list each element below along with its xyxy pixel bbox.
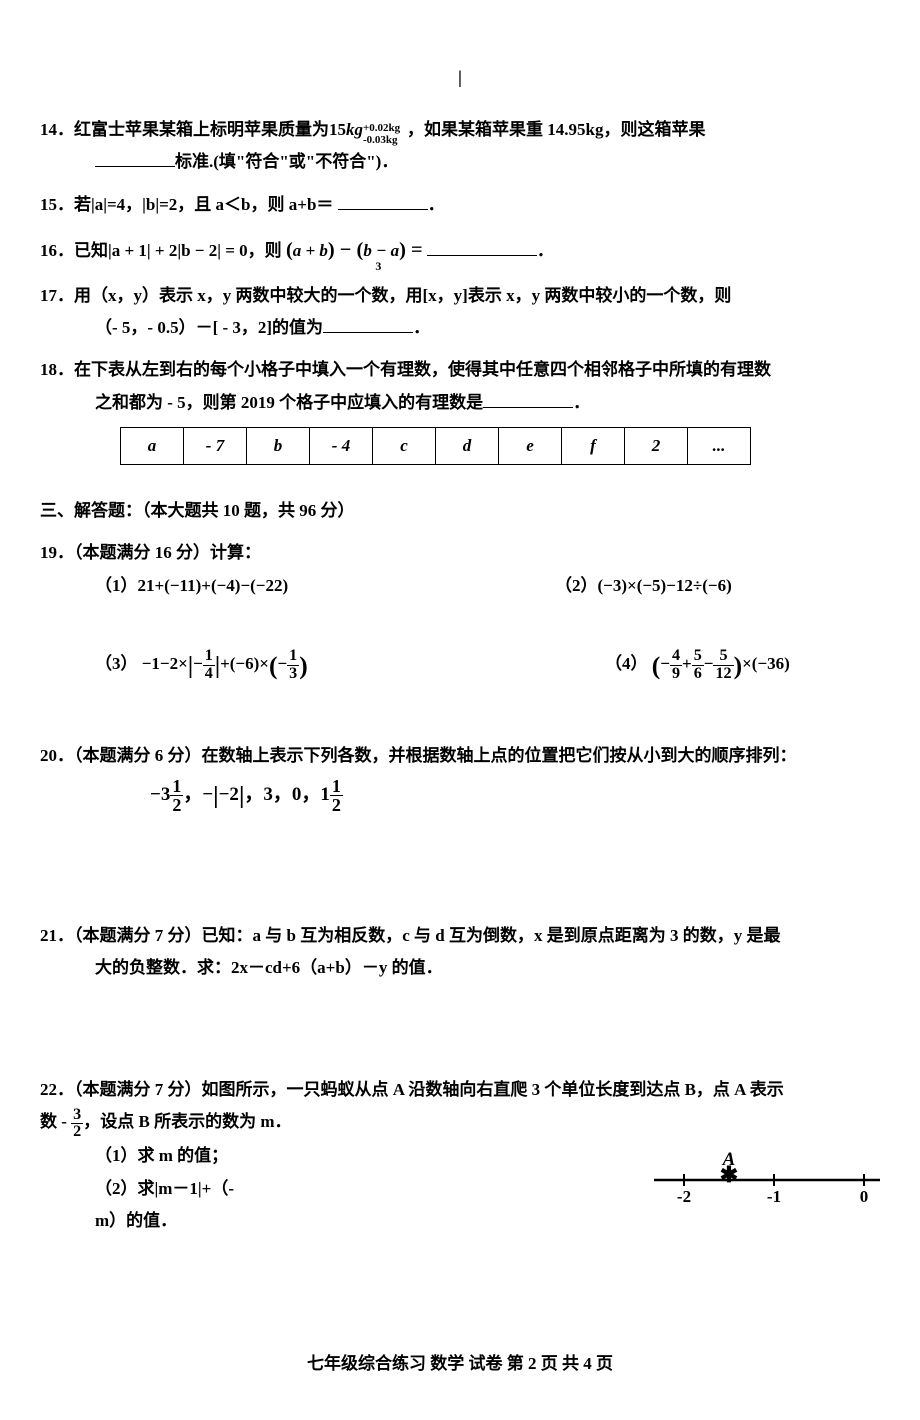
q17-line1: 用（x，y）表示 x，y 两数中较大的一个数，用[x，y]表示 x，y 两数中较… [74,286,731,305]
q20-header: （本题满分 6 分）在数轴上表示下列各数，并根据数轴上点的位置把它们按从小到大的… [74,746,797,765]
question-22: 22．（本题满分 7 分）如图所示，一只蚂蚁从点 A 沿数轴向右直爬 3 个单位… [40,1074,880,1237]
q14-num: 14． [40,120,74,139]
q14-suffix: 标准.(填"符合"或"不符合")． [175,152,398,171]
q21-text: （本题满分 7 分）已知：a 与 b 互为相反数，c 与 d 互为倒数，x 是到… [74,926,780,945]
q19-p1: （1）21+(−11)+(−4)−(−22) [40,570,535,602]
q19-p4: （4） (−49+56−512)×(−36) [535,642,790,690]
cell: a [121,428,184,465]
q20-values: −312，−|−2|，3，0，112 [40,773,880,820]
question-18: 18．在下表从左到右的每个小格子中填入一个有理数，使得其中任意四个相邻格子中所填… [40,354,880,465]
q15-period: ． [428,195,445,214]
number-line: -2 -1 0 1 2 A ✱ B [644,1140,881,1210]
q22-frac: 32 [71,1107,83,1140]
q15-text: 若|a|=4，|b|=2，且 a＜b，则 a+b＝ [74,195,333,214]
cell: ... [688,428,751,465]
q22-subrow: （1）求 m 的值； （2）求|m－1|+（- m）的值． -2 -1 0 [40,1140,880,1237]
q16-open: ( [286,239,293,261]
q18-period: ． [573,393,590,412]
q16-close: ) = [399,239,423,261]
cell: b [247,428,310,465]
q14-mass-base: 15 [329,120,346,139]
q19-p2-label: （2） [555,576,598,595]
q18-line1: 在下表从左到右的每个小格子中填入一个有理数，使得其中任意四个相邻格子中所填的有理… [74,360,771,379]
q19-p3-label: （3） [95,654,138,673]
q19-p2-expr: (−3)×(−5)−12÷(−6) [598,576,732,595]
q14-sub: -0.03kg [363,135,398,146]
q19-p1-expr: 21+(−11)+(−4)−(−22) [138,576,289,595]
q14-mass-unit: kg [346,120,363,139]
q17-line2: （- 5，- 0.5）－[ - 3，2]的值为 ． [40,312,880,344]
q15-num: 15． [40,195,74,214]
q14-text-a: 红富士苹果某箱上标明苹果质量为 [74,120,329,139]
q22-subs: （1）求 m 的值； （2）求|m－1|+（- m）的值． [40,1140,244,1237]
question-14: 14．红富士苹果某箱上标明苹果质量为15kg+0.02kg-0.03kg ，如果某… [40,114,880,179]
q17-period: ． [413,318,430,337]
q22-line2a: 数 - [40,1112,67,1131]
q14-blank[interactable] [95,151,175,167]
page-footer: 七年级综合练习 数学 试卷 第 2 页 共 4 页 [0,1348,920,1380]
q19-p4-label: （4） [605,654,648,673]
q18-line2: 之和都为 - 5，则第 2019 个格子中应填入的有理数是 ． [40,387,880,419]
q16-text-a: 已知|a + 1| + 2|b − 2| = 0，则 [74,241,282,260]
question-17: 17．用（x，y）表示 x，y 两数中较大的一个数，用[x，y]表示 x，y 两… [40,280,880,345]
q18-blank[interactable] [483,391,573,407]
cell: - 7 [184,428,247,465]
cell: d [436,428,499,465]
question-21: 21．（本题满分 7 分）已知：a 与 b 互为相反数，c 与 d 互为倒数，x… [40,920,880,985]
svg-text:-2: -2 [676,1187,690,1206]
q20-num: 20． [40,746,74,765]
q18-table: a - 7 b - 4 c d e f 2 ... [120,427,751,465]
table-row: a - 7 b - 4 c d e f 2 ... [121,428,751,465]
q16-mid1: a + b [293,241,328,260]
q22-line2b: ，设点 B 所表示的数为 m． [83,1112,291,1131]
svg-text:-1: -1 [766,1187,780,1206]
q22-line2: 数 - 32，设点 B 所表示的数为 m． [40,1106,880,1140]
q14-line2: 标准.(填"符合"或"不符合")． [40,146,880,178]
q16-num: 16． [40,241,74,260]
cell: f [562,428,625,465]
top-mark: | [40,60,880,94]
q21-line2: 大的负整数．求：2x－cd+6（a+b）－y 的值． [40,952,880,984]
q16-period: ． [537,241,554,260]
question-16: 16．已知|a + 1| + 2|b − 2| = 0，则 (a + b) − … [40,231,880,270]
point-a: A ✱ [719,1149,737,1187]
q18-line2a: 之和都为 - 5，则第 2019 个格子中应填入的有理数是 [95,393,483,412]
q17-blank[interactable] [323,317,413,333]
question-20: 20．（本题满分 6 分）在数轴上表示下列各数，并根据数轴上点的位置把它们按从小… [40,740,880,819]
q15-blank[interactable] [338,193,428,209]
q16-blank[interactable] [427,240,537,256]
page: | 14．红富士苹果某箱上标明苹果质量为15kg+0.02kg-0.03kg ，如… [0,0,920,1420]
q14-text-b: ，如果某箱苹果重 14.95kg，则这箱苹果 [407,120,705,139]
q16-sep: ) − ( [328,239,363,261]
cell: - 4 [310,428,373,465]
q17-num: 17． [40,286,74,305]
q22-sub2: （2）求|m－1|+（- m）的值． [40,1173,244,1238]
q22-sub1: （1）求 m 的值； [40,1140,244,1172]
svg-text:✱: ✱ [719,1162,737,1187]
q19-p4-expr: (−49+56−512)×(−36) [652,654,790,673]
q17-line2a: （- 5，- 0.5）－[ - 3，2]的值为 [95,318,323,337]
section-3-title: 三、解答题：（本大题共 10 题，共 96 分） [40,495,880,527]
q21-num: 21． [40,926,74,945]
q19-p3: （3） −1−2×|−14|+(−6)×(−13) [40,642,535,690]
q19-header: （本题满分 16 分）计算： [74,543,261,562]
q14-sup: +0.02kg [363,123,400,134]
q19-p1-label: （1） [95,576,138,595]
q16-sub3: 3 [375,255,381,278]
q22-num: 22． [40,1080,74,1099]
question-19: 19．（本题满分 16 分）计算： （1）21+(−11)+(−4)−(−22)… [40,537,880,690]
q19-row1: （1）21+(−11)+(−4)−(−22) （2）(−3)×(−5)−12÷(… [40,570,880,602]
cell: 2 [625,428,688,465]
cell: c [373,428,436,465]
cell: e [499,428,562,465]
q19-num: 19． [40,543,74,562]
q19-p2: （2）(−3)×(−5)−12÷(−6) [535,570,732,602]
q18-num: 18． [40,360,74,379]
svg-text:0: 0 [859,1187,868,1206]
question-15: 15．若|a|=4，|b|=2，且 a＜b，则 a+b＝ ． [40,189,880,221]
q22-text: （本题满分 7 分）如图所示，一只蚂蚁从点 A 沿数轴向右直爬 3 个单位长度到… [74,1080,784,1099]
q19-p3-expr: −1−2×|−14|+(−6)×(−13) [142,654,308,673]
q19-row2: （3） −1−2×|−14|+(−6)×(−13) （4） (−49+56−51… [40,642,880,690]
